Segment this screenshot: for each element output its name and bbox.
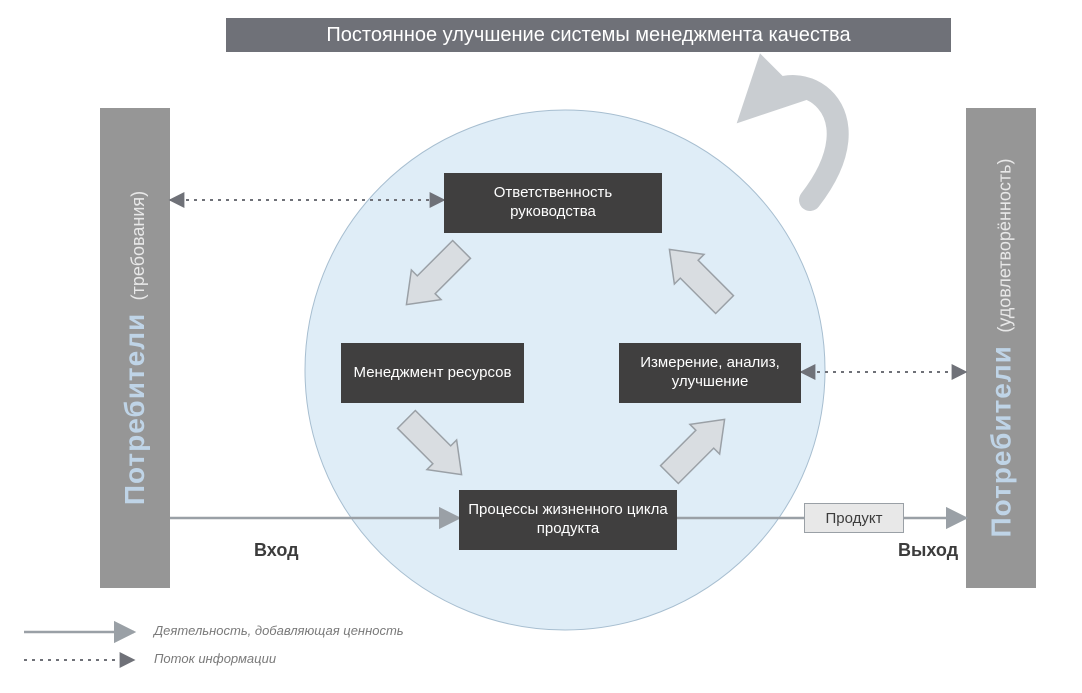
node-product-lifecycle: Процессы жизненного цикла продукта bbox=[459, 490, 677, 550]
input-label: Вход bbox=[254, 540, 299, 561]
node-resource-management: Менеджмент ресурсов bbox=[341, 343, 524, 403]
diagram-svg-layer bbox=[0, 0, 1082, 693]
node-measurement-analysis: Измерение, анализ, улучшение bbox=[619, 343, 801, 403]
legend-information-label: Поток информации bbox=[154, 651, 276, 666]
legend-activity-label: Деятельность, добавляющая ценность bbox=[154, 623, 404, 638]
output-label: Выход bbox=[898, 540, 958, 561]
product-box: Продукт bbox=[804, 503, 904, 533]
node-responsibility: Ответственность руководства bbox=[444, 173, 662, 233]
improvement-curl-arrow bbox=[760, 86, 838, 200]
